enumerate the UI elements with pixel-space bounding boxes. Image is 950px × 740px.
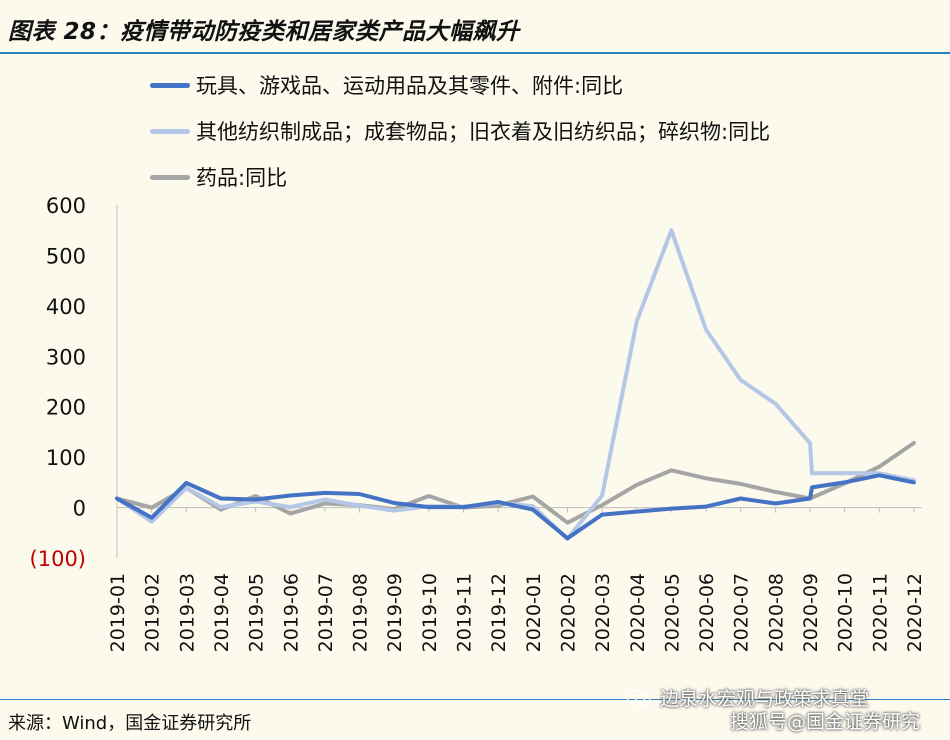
x-tick-label: 2019-06 <box>280 573 302 652</box>
legend-label-medicine: 药品:同比 <box>196 166 288 190</box>
legend-swatch-medicine <box>150 174 190 180</box>
x-tick-label: 2020-05 <box>661 573 683 652</box>
legend-label-textiles: 其他纺织制成品；成套物品；旧衣着及旧纺织品；碎织物:同比 <box>196 120 771 144</box>
line-chart: 600 500 400 300 200 100 0 (100) 2019-01 2019-02 20… <box>30 194 926 652</box>
x-tick-label: 2020-03 <box>592 573 614 652</box>
watermark-line-2: 搜狐号@国金证券研究 <box>730 711 921 733</box>
y-tick-label: (100) <box>30 547 86 571</box>
y-tick-label: 0 <box>73 497 86 521</box>
watermark-line-1: 边泉水宏观与政策求真堂 <box>626 684 869 711</box>
y-tick-label: 200 <box>46 396 86 420</box>
x-tick-label: 2020-04 <box>627 573 649 652</box>
x-tick-label: 2019-08 <box>350 573 372 652</box>
x-tick-label: 2019-09 <box>384 573 406 652</box>
footer-divider <box>0 699 950 700</box>
x-tick-label: 2020-02 <box>557 573 579 652</box>
x-tick-label: 2020-09 <box>800 573 822 652</box>
y-tick-label: 300 <box>46 345 86 369</box>
series-line-2 <box>115 441 916 525</box>
y-tick-label: 500 <box>46 244 86 268</box>
x-tick-label: 2019-12 <box>488 573 510 652</box>
legend-label-toys: 玩具、游戏品、运动用品及其零件、附件:同比 <box>196 74 624 98</box>
legend-swatch-textiles <box>150 128 190 134</box>
x-tick-label: 2019-04 <box>211 573 233 652</box>
x-tick-label: 2020-12 <box>904 573 926 652</box>
x-tick-label: 2019-11 <box>454 573 476 652</box>
x-tick-label: 2020-11 <box>869 573 891 652</box>
x-tick-label: 2020-01 <box>523 573 545 652</box>
x-tick-label: 2019-01 <box>107 573 129 652</box>
legend-swatch-toys <box>150 82 190 88</box>
wechat-icon <box>626 688 651 706</box>
x-tick-label: 2020-07 <box>731 573 753 652</box>
x-tick-label: 2019-07 <box>315 573 337 652</box>
x-tick-label: 2019-10 <box>419 573 441 652</box>
legend-item-textiles: 其他纺织制成品；成套物品；旧衣着及旧纺织品；碎织物:同比 <box>150 108 770 154</box>
x-tick-label: 2020-08 <box>765 573 787 652</box>
x-tick-label: 2019-02 <box>142 573 164 652</box>
legend-item-medicine: 药品:同比 <box>150 154 770 200</box>
x-tick-label: 2019-03 <box>176 573 198 652</box>
y-tick-label: 400 <box>46 295 86 319</box>
title-divider <box>0 52 950 54</box>
x-tick-label: 2019-05 <box>246 573 268 652</box>
series-line-0 <box>115 473 916 541</box>
legend-item-toys: 玩具、游戏品、运动用品及其零件、附件:同比 <box>150 62 770 108</box>
watermark-text-1: 边泉水宏观与政策求真堂 <box>660 688 870 710</box>
series-line-1 <box>115 228 916 541</box>
y-tick-label: 600 <box>46 194 86 218</box>
chart-legend: 玩具、游戏品、运动用品及其零件、附件:同比 其他纺织制成品；成套物品；旧衣着及旧… <box>150 62 770 200</box>
source-note: 来源：Wind，国金证券研究所 <box>8 713 252 734</box>
x-tick-label: 2020-10 <box>835 573 857 652</box>
y-tick-label: 100 <box>46 446 86 470</box>
x-tick-label: 2020-06 <box>696 573 718 652</box>
chart-title: 图表 28：疫情带动防疫类和居家类产品大幅飙升 <box>8 19 520 45</box>
